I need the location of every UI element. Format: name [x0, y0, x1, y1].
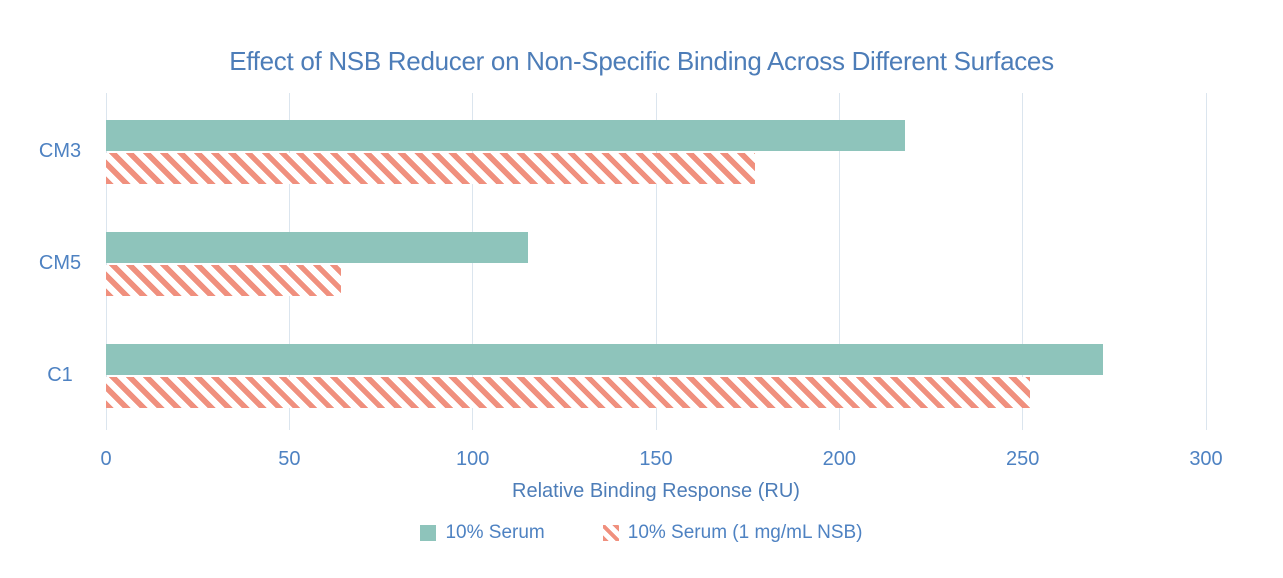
legend-label-serum: 10% Serum — [445, 522, 545, 543]
legend: 10% Serum 10% Serum (1 mg/mL NSB) — [0, 522, 1283, 544]
bar-cm3-serum — [106, 120, 906, 151]
legend-label-serum-nsb: 10% Serum (1 mg/mL NSB) — [627, 522, 863, 543]
x-tick-label-50: 50 — [278, 448, 301, 470]
bar-cm5-serum-nsb — [106, 265, 341, 296]
legend-swatch-solid-icon — [420, 525, 437, 541]
legend-item-serum: 10% Serum — [420, 522, 545, 544]
legend-item-serum-nsb: 10% Serum (1 mg/mL NSB) — [602, 522, 863, 544]
x-tick-label-100: 100 — [455, 448, 490, 470]
gridline-x-250 — [1022, 93, 1024, 430]
x-tick-label-300: 300 — [1189, 448, 1223, 470]
x-axis-title: Relative Binding Response (RU) — [512, 480, 800, 502]
bar-cm3-serum-nsb — [106, 153, 755, 184]
y-category-label-cm5: CM5 — [38, 252, 82, 274]
x-tick-label-200: 200 — [822, 448, 857, 470]
gridline-x-150 — [655, 93, 657, 430]
gridline-x-200 — [838, 93, 840, 430]
bar-c1-serum-nsb — [106, 377, 1030, 408]
chart-title: Effect of NSB Reducer on Non-Specific Bi… — [229, 46, 1054, 76]
x-tick-label-250: 250 — [1005, 448, 1040, 470]
x-tick-label-150: 150 — [639, 448, 673, 470]
gridline-x-300 — [1205, 93, 1207, 430]
y-category-label-c1: C1 — [47, 364, 73, 386]
y-category-label-cm3: CM3 — [38, 140, 82, 162]
x-tick-label-0: 0 — [100, 448, 112, 470]
bar-cm5-serum — [106, 232, 528, 263]
legend-swatch-hatch-icon — [602, 525, 619, 541]
bar-c1-serum — [106, 344, 1104, 375]
